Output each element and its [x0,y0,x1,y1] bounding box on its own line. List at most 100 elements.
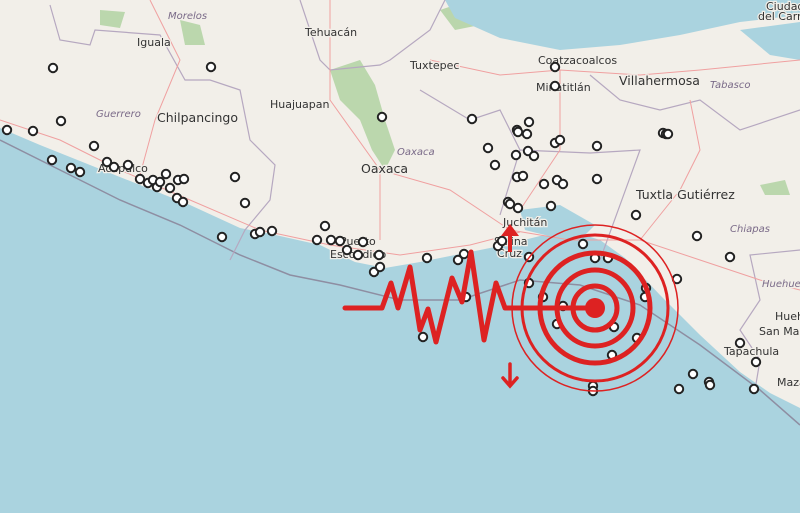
earthquake-marker-icon[interactable] [538,178,550,190]
earthquake-marker-icon[interactable] [687,368,699,380]
label-mazatenango: Mazatenango [777,376,800,389]
earthquake-marker-icon[interactable] [691,230,703,242]
earthquake-marker-icon[interactable] [748,383,760,395]
label-oaxaca-state: Oaxaca [397,147,435,158]
earthquake-marker-icon[interactable] [311,234,323,246]
earthquake-marker-icon[interactable] [47,62,59,74]
label-morelos: Morelos [168,11,207,22]
label-tapachula: Tapachula [723,345,779,358]
laguna-terminos [740,22,800,60]
earthquake-marker-icon[interactable] [591,173,603,185]
earthquake-marker-icon[interactable] [122,159,134,171]
earthquake-marker-icon[interactable] [557,178,569,190]
earthquake-marker-icon[interactable] [334,235,346,247]
earthquake-marker-icon[interactable] [734,337,746,349]
earthquake-marker-icon[interactable] [205,61,217,73]
earthquake-marker-icon[interactable] [55,115,67,127]
earthquake-marker-icon[interactable] [352,249,364,261]
arrow-down-icon [501,362,519,389]
earthquake-marker-icon[interactable] [373,249,385,261]
arrow-up-icon [501,224,519,252]
label-minatitlan: Minatitlán [536,81,591,94]
earthquake-marker-icon[interactable] [545,200,557,212]
earthquake-marker-icon[interactable] [108,161,120,173]
earthquake-marker-icon[interactable] [504,198,516,210]
earthquake-marker-icon[interactable] [216,231,228,243]
label-guerrero: Guerrero [96,109,141,120]
earthquake-marker-icon[interactable] [421,252,433,264]
earthquake-marker-icon[interactable] [549,61,561,73]
pacific-ocean [0,128,800,513]
earthquake-marker-icon[interactable] [662,128,674,140]
lagoon [520,205,595,240]
earthquake-marker-icon[interactable] [724,251,736,263]
earthquake-marker-icon[interactable] [452,254,464,266]
earthquake-marker-icon[interactable] [341,244,353,256]
earthquake-marker-icon[interactable] [512,126,524,138]
label-villahermosa: Villahermosa [619,73,700,88]
label-huajuapan: Huajuapan [270,98,329,111]
earthquake-marker-icon[interactable] [521,128,533,140]
earthquake-marker-icon[interactable] [46,154,58,166]
earthquake-marker-icon[interactable] [528,150,540,162]
earthquake-marker-icon[interactable] [577,238,589,250]
earthquake-marker-icon[interactable] [74,166,86,178]
label-del-carmen: del Carmen [758,10,800,23]
earthquake-marker-icon[interactable] [134,173,146,185]
earthquake-marker-icon[interactable] [229,171,241,183]
label-oaxaca-city: Oaxaca [361,161,408,176]
label-huehuetenango-state: Huehuetenango [762,279,800,290]
earthquake-marker-icon[interactable] [466,113,478,125]
earthquake-marker-icon[interactable] [510,149,522,161]
earthquake-marker-icon[interactable] [750,356,762,368]
label-iguala: Iguala [137,36,171,49]
earthquake-marker-icon[interactable] [549,80,561,92]
earthquake-marker-icon[interactable] [374,261,386,273]
earthquake-marker-icon[interactable] [154,176,166,188]
earthquake-marker-icon[interactable] [1,124,13,136]
earthquake-marker-icon[interactable] [27,125,39,137]
earthquake-marker-icon[interactable] [496,235,508,247]
earthquake-marker-icon[interactable] [704,379,716,391]
earthquake-marker-icon[interactable] [489,159,501,171]
earthquake-marker-icon[interactable] [357,236,369,248]
earthquake-marker-icon[interactable] [517,170,529,182]
label-san-marcos: San Marcos [759,325,800,338]
earthquake-marker-icon[interactable] [177,196,189,208]
earthquake-marker-icon[interactable] [630,209,642,221]
earthquake-marker-icon[interactable] [673,383,685,395]
label-tehuacan: Tehuacán [304,26,357,39]
earthquake-marker-icon[interactable] [160,168,172,180]
earthquake-marker-icon[interactable] [164,182,176,194]
earthquake-marker-icon[interactable] [266,225,278,237]
earthquake-marker-icon[interactable] [554,134,566,146]
earthquake-marker-icon[interactable] [325,234,337,246]
label-coatzacoalcos: Coatzacoalcos [538,54,617,67]
label-chilpancingo: Chilpancingo [157,110,238,125]
earthquake-marker-icon[interactable] [178,173,190,185]
earthquake-marker-icon[interactable] [376,111,388,123]
label-huehuetenango: Huehuetenango [775,310,800,323]
earthquake-marker-icon[interactable] [512,202,524,214]
label-cruz: Cruz [497,247,522,260]
earthquake-marker-icon[interactable] [239,197,251,209]
gulf-of-mexico [445,0,800,50]
label-tuxtepec: Tuxtepec [409,59,459,72]
label-chiapas: Chiapas [730,224,770,235]
earthquake-marker-icon[interactable] [482,142,494,154]
earthquake-marker-icon[interactable] [101,156,113,168]
label-tabasco: Tabasco [710,80,751,91]
earthquake-marker-icon[interactable] [88,140,100,152]
earthquake-marker-icon[interactable] [523,116,535,128]
earthquake-marker-icon[interactable] [319,220,331,232]
label-tuxtla-gutierrez: Tuxtla Gutiérrez [635,187,735,202]
earthquake-marker-icon[interactable] [254,226,266,238]
seismogram-wave-icon [342,249,598,345]
map-labels: Morelos Iguala Tehuacán Tuxtepec Coatzac… [95,0,800,390]
earthquake-marker-icon[interactable] [417,331,429,343]
earthquake-marker-icon[interactable] [591,140,603,152]
label-juchitan: Juchitán [502,216,547,229]
earthquake-marker-icon[interactable] [65,162,77,174]
